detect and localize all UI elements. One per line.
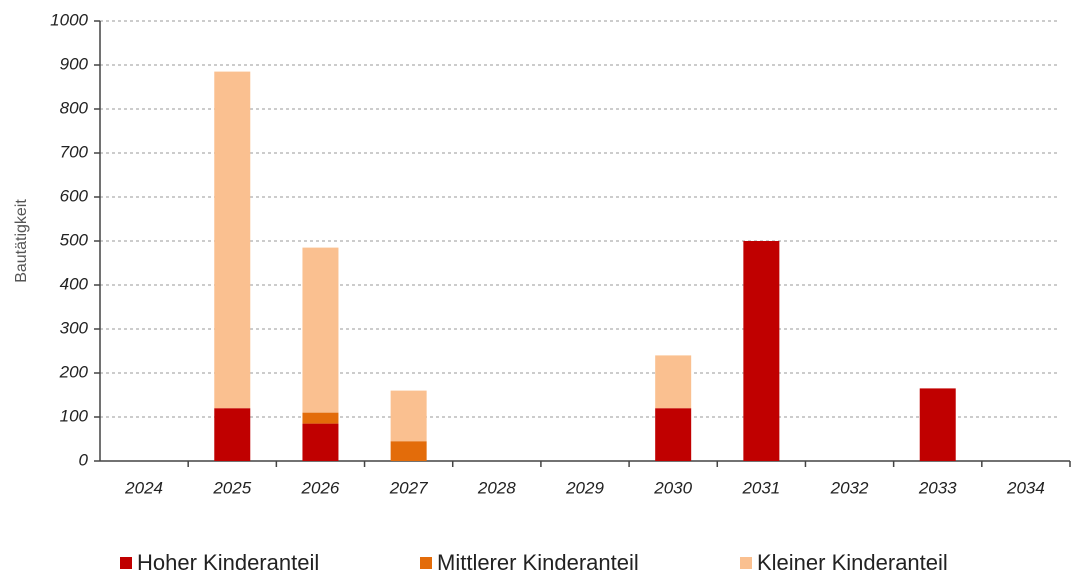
x-tick-label: 2031: [741, 478, 780, 497]
y-axis-label: Bautätigkeit: [13, 199, 30, 283]
bar-segment: [214, 408, 251, 461]
x-tick-label: 2024: [124, 478, 163, 497]
bar-segment: [655, 408, 692, 461]
legend-swatch: [740, 557, 752, 569]
y-tick-label: 500: [60, 230, 89, 249]
bar-segment: [743, 241, 780, 461]
legend-swatch: [120, 557, 132, 569]
y-tick-label: 400: [60, 274, 89, 293]
legend-label: Kleiner Kinderanteil: [757, 550, 948, 575]
x-tick-label: 2033: [918, 478, 957, 497]
legend-swatch: [420, 557, 432, 569]
x-tick-label: 2025: [212, 478, 251, 497]
x-tick-label: 2026: [301, 478, 340, 497]
y-tick-label: 800: [60, 98, 89, 117]
bar-segment: [302, 423, 339, 461]
legend-label: Mittlerer Kinderanteil: [437, 550, 639, 575]
bar-segment: [302, 412, 339, 424]
y-tick-label: 900: [60, 54, 89, 73]
y-tick-label: 100: [60, 406, 89, 425]
x-tick-label: 2028: [477, 478, 516, 497]
y-tick-label: 600: [60, 186, 89, 205]
x-tick-label: 2034: [1006, 478, 1045, 497]
x-tick-label: 2030: [653, 478, 692, 497]
y-tick-label: 0: [79, 450, 89, 469]
x-tick-label: 2029: [565, 478, 604, 497]
x-tick-label: 2027: [389, 478, 428, 497]
legend-label: Hoher Kinderanteil: [137, 550, 319, 575]
bar-segment: [919, 388, 956, 461]
bar-segment: [390, 390, 427, 442]
bar-segment: [390, 441, 427, 461]
bar-segment: [655, 355, 692, 409]
x-tick-label: 2032: [830, 478, 869, 497]
bar-segment: [302, 247, 339, 413]
y-tick-label: 700: [60, 142, 89, 161]
y-tick-label: 1000: [50, 10, 88, 29]
y-tick-label: 200: [59, 362, 89, 381]
bar-segment: [214, 71, 251, 409]
y-tick-label: 300: [60, 318, 89, 337]
